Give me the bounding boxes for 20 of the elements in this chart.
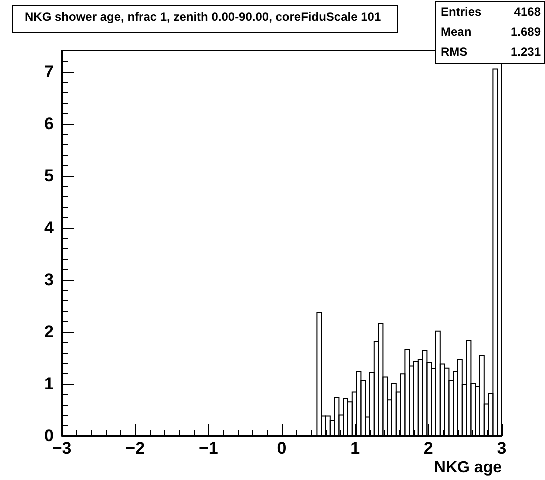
text: RMS 1.231 <box>441 45 541 59</box>
y-tick-label: 2 <box>44 322 54 342</box>
x-tick-label: −3 <box>52 439 72 458</box>
x-tick-label: 1 <box>350 439 360 458</box>
x-tick-label: −2 <box>126 439 146 458</box>
chart-title: NKG shower age, nfrac 1, zenith 0.00-90.00, coreFiduScale 101 <box>25 10 382 24</box>
y-tick-label: 5 <box>44 166 54 186</box>
y-tick-label: 1 <box>44 374 54 394</box>
y-tick-label: 7 <box>44 62 54 82</box>
x-axis-title: NKG age <box>434 460 502 476</box>
y-tick-label: 3 <box>44 270 54 290</box>
text: Mean 1.689 <box>441 25 541 39</box>
y-tick-label: 6 <box>44 114 54 134</box>
x-tick-label: 3 <box>497 439 507 458</box>
text: Entries 4168 <box>441 5 542 19</box>
y-tick-label: 0 <box>44 426 54 446</box>
x-tick-label: 0 <box>277 439 287 458</box>
y-tick-label: 4 <box>44 218 55 238</box>
x-tick-label: 2 <box>424 439 434 458</box>
x-tick-label: −1 <box>198 439 218 458</box>
